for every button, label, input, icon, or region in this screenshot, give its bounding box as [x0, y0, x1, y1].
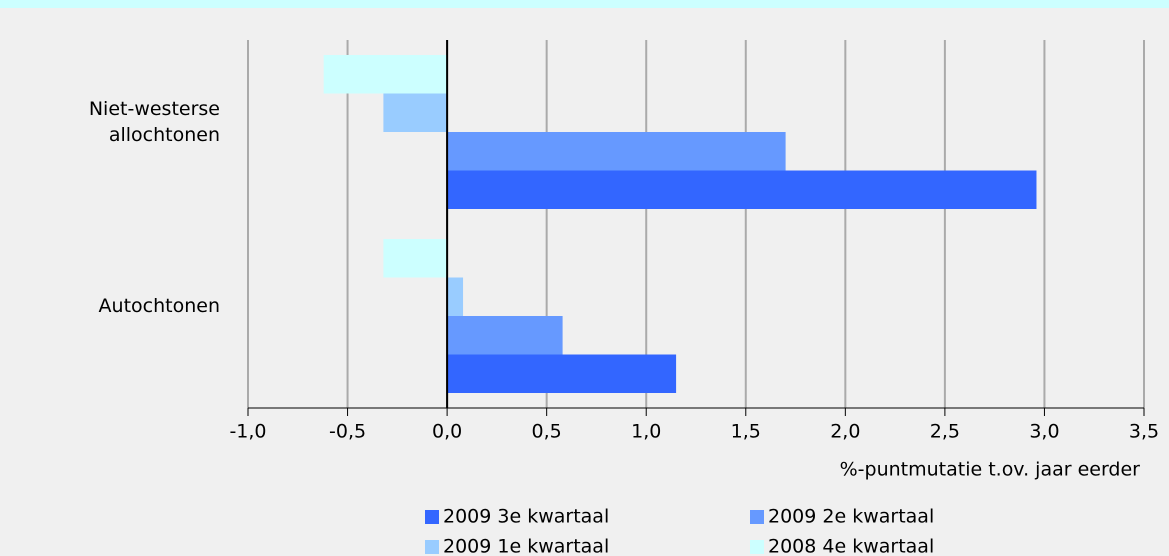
bar	[447, 132, 786, 171]
legend-swatch	[425, 510, 439, 524]
bar	[383, 239, 448, 278]
bar	[383, 93, 448, 132]
x-tick-label: 1,0	[631, 421, 661, 443]
y-tick-label: Autochtonen	[98, 295, 220, 317]
x-axis-label: %-puntmutatie t.ov. jaar eerder	[840, 459, 1141, 481]
bar	[323, 55, 448, 94]
legend-label: 2009 3e kwartaal	[443, 506, 609, 528]
x-tick-label: -1,0	[229, 421, 266, 443]
top-band	[0, 0, 1169, 8]
bar	[447, 316, 563, 355]
y-tick-label: Niet-westerse allochtonen	[88, 98, 220, 146]
bar	[447, 170, 1037, 209]
x-tick-label: -0,5	[329, 421, 366, 443]
legend-swatch	[425, 540, 439, 554]
x-tick-label: 1,5	[731, 421, 761, 443]
bar	[447, 354, 677, 393]
x-tick-label: 0,5	[532, 421, 562, 443]
legend-label: 2009 1e kwartaal	[443, 536, 609, 556]
x-tick-label: 2,0	[830, 421, 860, 443]
legend-swatch	[750, 540, 764, 554]
legend-swatch	[750, 510, 764, 524]
bar	[447, 277, 464, 316]
x-tick-label: 2,5	[930, 421, 960, 443]
legend-label: 2009 2e kwartaal	[768, 506, 934, 528]
x-tick-label: 3,0	[1029, 421, 1059, 443]
x-tick-label: 0,0	[432, 421, 462, 443]
legend-label: 2008 4e kwartaal	[768, 536, 934, 556]
x-tick-label: 3,5	[1129, 421, 1159, 443]
